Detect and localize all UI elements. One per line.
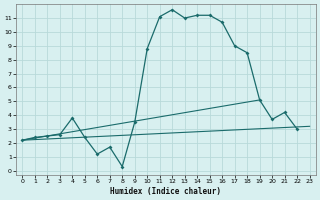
X-axis label: Humidex (Indice chaleur): Humidex (Indice chaleur) xyxy=(110,187,221,196)
